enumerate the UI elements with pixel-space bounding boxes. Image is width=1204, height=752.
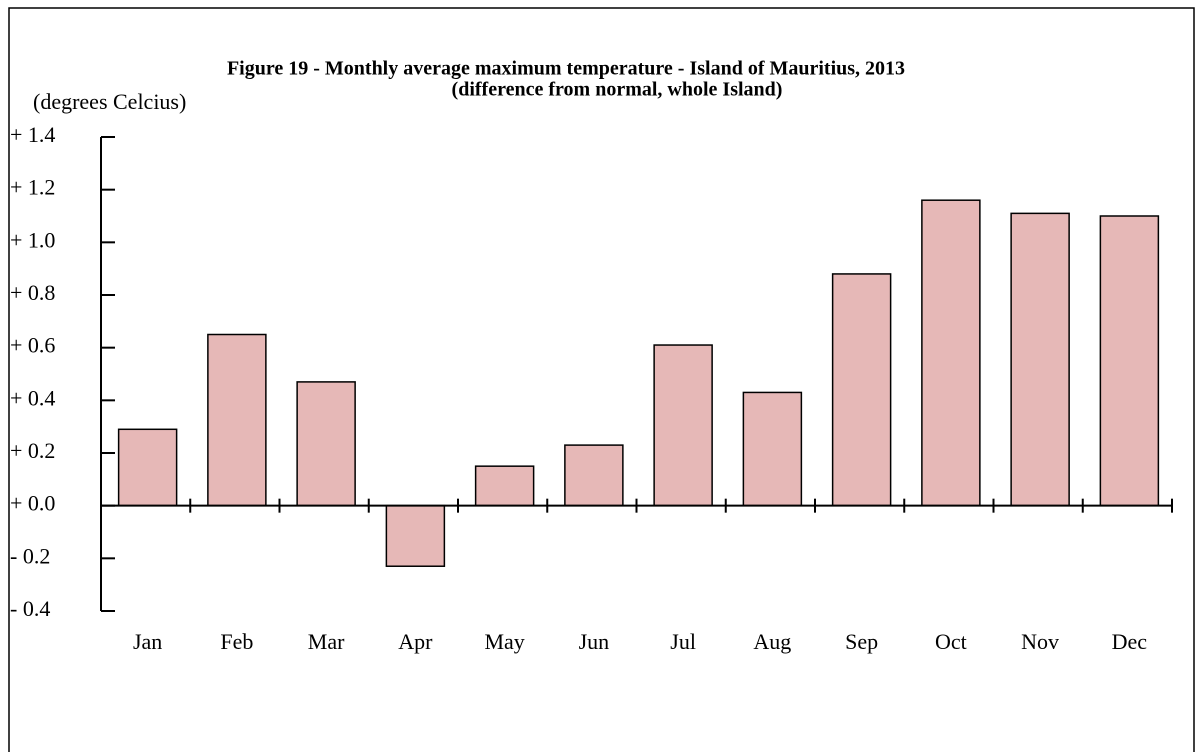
y-tick-label: + 0.6 bbox=[10, 333, 55, 358]
x-tick-label: Jan bbox=[133, 629, 162, 654]
bar bbox=[474, 465, 535, 507]
x-tick-label: May bbox=[484, 629, 524, 654]
chart-subtitle: (difference from normal, whole Island) bbox=[452, 79, 783, 101]
bar bbox=[921, 199, 981, 507]
bar bbox=[296, 381, 356, 507]
x-tick-label: Dec bbox=[1112, 629, 1148, 654]
x-tick-label: Feb bbox=[220, 629, 253, 654]
y-tick-label: + 0.8 bbox=[10, 280, 55, 305]
chart-title: Figure 19 - Monthly average maximum temp… bbox=[227, 58, 905, 80]
bar bbox=[385, 504, 446, 567]
x-tick-label: Apr bbox=[398, 629, 433, 654]
x-tick-label: Aug bbox=[753, 629, 791, 654]
y-tick-label: + 1.2 bbox=[10, 175, 55, 200]
bar bbox=[1010, 212, 1070, 507]
x-tick-label: Mar bbox=[308, 629, 345, 654]
x-tick-label: Oct bbox=[935, 629, 967, 654]
x-tick-label: Sep bbox=[845, 629, 878, 654]
bar bbox=[653, 344, 713, 507]
bar bbox=[207, 333, 267, 507]
x-tick-label: Nov bbox=[1021, 629, 1059, 654]
y-tick-label: + 0.0 bbox=[10, 491, 55, 516]
bar bbox=[742, 391, 803, 507]
y-tick-label: + 0.2 bbox=[10, 438, 55, 463]
y-tick-label: - 0.2 bbox=[10, 543, 50, 568]
chart-border bbox=[8, 7, 1195, 752]
y-tick-label: + 1.4 bbox=[10, 122, 55, 147]
bar bbox=[564, 444, 624, 507]
y-tick-label: - 0.4 bbox=[10, 596, 50, 621]
x-tick-label: Jun bbox=[579, 629, 610, 654]
bar bbox=[831, 273, 892, 507]
y-axis-label: (degrees Celcius) bbox=[33, 89, 186, 114]
bar bbox=[1099, 215, 1160, 507]
bar bbox=[117, 428, 178, 507]
y-tick-label: + 1.0 bbox=[10, 227, 55, 252]
y-tick-label: + 0.4 bbox=[10, 385, 55, 410]
x-tick-label: Jul bbox=[670, 629, 696, 654]
